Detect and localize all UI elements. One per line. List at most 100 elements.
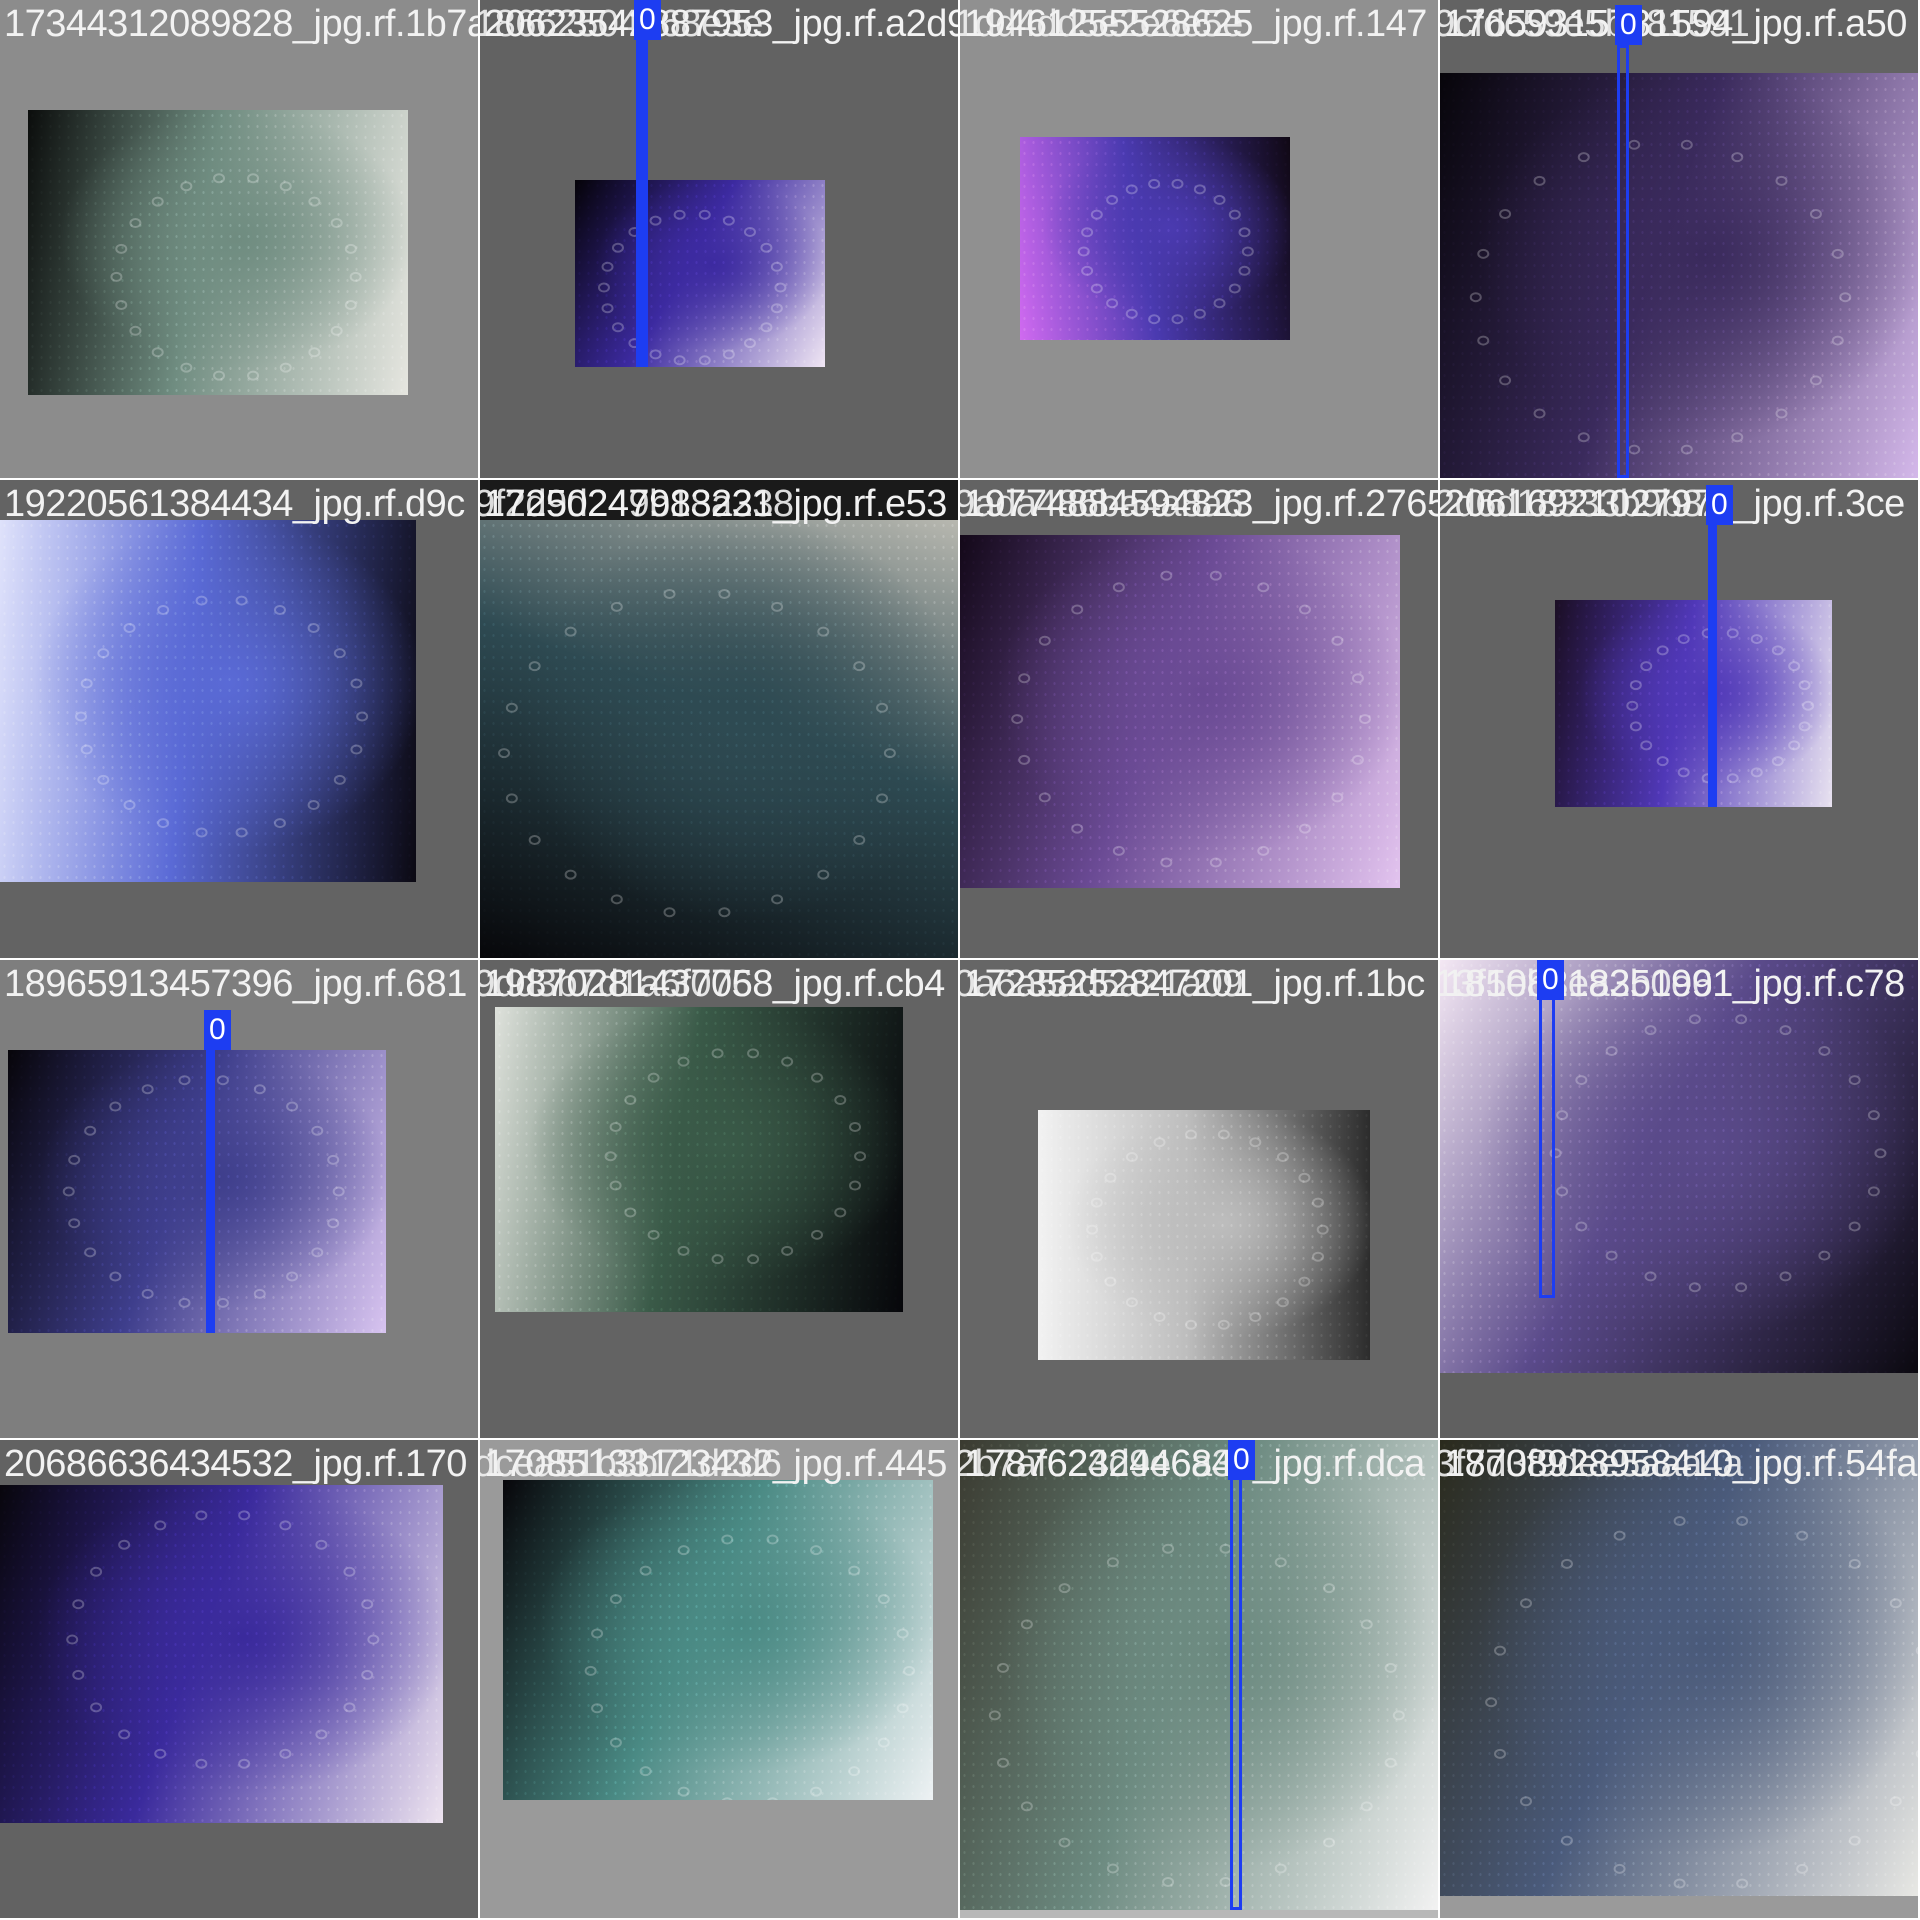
emboss-dot bbox=[279, 1748, 292, 1759]
emboss-dot bbox=[1351, 754, 1364, 765]
emboss-dot bbox=[1469, 292, 1482, 303]
emboss-dot bbox=[1106, 1863, 1119, 1874]
emboss-dot bbox=[1680, 444, 1693, 455]
emboss-dot bbox=[528, 661, 541, 672]
emboss-dot bbox=[1656, 756, 1669, 767]
emboss-dot bbox=[1533, 175, 1546, 186]
emboss-dot bbox=[1228, 283, 1241, 294]
emboss-dot bbox=[1735, 1282, 1748, 1293]
emboss-dot bbox=[663, 907, 676, 918]
photo-grain bbox=[1038, 1110, 1370, 1360]
emboss-dot bbox=[279, 181, 292, 192]
emboss-dot bbox=[1802, 700, 1815, 711]
emboss-dot bbox=[97, 774, 110, 785]
emboss-dot bbox=[1688, 1282, 1701, 1293]
emboss-dot bbox=[1629, 721, 1642, 732]
emboss-dot bbox=[109, 1101, 122, 1112]
emboss-dot bbox=[1577, 152, 1590, 163]
emboss-dot bbox=[315, 1539, 328, 1550]
emboss-dot bbox=[1798, 680, 1811, 691]
emboss-dot bbox=[854, 1151, 867, 1162]
emboss-dot bbox=[1171, 178, 1184, 189]
emboss-dot bbox=[698, 355, 711, 366]
emboss-dot bbox=[1213, 298, 1226, 309]
emboss-dot bbox=[90, 1566, 103, 1577]
emboss-dot bbox=[1274, 1557, 1287, 1568]
emboss-dot bbox=[1112, 582, 1125, 593]
tile-photo bbox=[0, 520, 416, 882]
mosaic-tile: 9cfdc59e5b581591 17659315781594_jpg.rf.a5… bbox=[1440, 0, 1918, 478]
mosaic-tile: 0a6a5ad5a21a09 17235252847201_jpg.rf.1bc bbox=[960, 960, 1438, 1438]
emboss-dot bbox=[1788, 740, 1801, 751]
emboss-dot bbox=[896, 1628, 909, 1639]
detection-class-label: 0 bbox=[1537, 960, 1564, 1000]
emboss-dot bbox=[1736, 1878, 1749, 1889]
emboss-dot bbox=[770, 303, 783, 314]
emboss-dot bbox=[834, 1207, 847, 1218]
emboss-dot bbox=[1726, 773, 1739, 784]
emboss-dot bbox=[1323, 1837, 1336, 1848]
emboss-dot bbox=[1477, 248, 1490, 259]
tile-filename: 19220561384434_jpg.rf.d9c bbox=[4, 483, 465, 525]
emboss-pattern bbox=[110, 173, 362, 381]
emboss-dot bbox=[722, 215, 735, 226]
emboss-dot bbox=[157, 604, 170, 615]
emboss-dot bbox=[1848, 1075, 1861, 1086]
emboss-dot bbox=[721, 1534, 734, 1545]
emboss-dot bbox=[1058, 1583, 1071, 1594]
emboss-dot bbox=[1241, 246, 1254, 257]
emboss-dot bbox=[1249, 1137, 1262, 1148]
photo-grain bbox=[8, 1050, 386, 1333]
mosaic-tile: 9f2d9d249b18a238 17250247983231_jpg.rf.e5… bbox=[480, 480, 958, 958]
emboss-dot bbox=[604, 1151, 617, 1162]
emboss-dot bbox=[238, 1758, 251, 1769]
emboss-dot bbox=[1736, 1515, 1749, 1526]
detection-class-label: 0 bbox=[1615, 5, 1642, 45]
emboss-dot bbox=[213, 370, 226, 381]
emboss-dot bbox=[1818, 1250, 1831, 1261]
emboss-dot bbox=[1731, 152, 1744, 163]
emboss-dot bbox=[1831, 335, 1844, 346]
emboss-dot bbox=[1077, 246, 1090, 257]
emboss-dot bbox=[1915, 1646, 1918, 1655]
emboss-dot bbox=[849, 1180, 862, 1191]
photo-grain bbox=[1440, 960, 1918, 1373]
emboss-dot bbox=[1677, 634, 1690, 645]
tile-filename: 17344312089828_jpg.rf.1b7a bbox=[4, 3, 478, 45]
emboss-dot bbox=[115, 299, 128, 310]
tile-filename: 20616921027973_jpg.rf.3ce bbox=[1444, 483, 1905, 525]
emboss-dot bbox=[90, 1702, 103, 1713]
emboss-dot bbox=[247, 370, 260, 381]
emboss-dot bbox=[1809, 375, 1822, 386]
emboss-dot bbox=[279, 362, 292, 373]
tile-filename: 19870281437058_jpg.rf.cb4 bbox=[484, 963, 945, 1005]
emboss-dot bbox=[154, 1520, 167, 1531]
mosaic-tile: 2d6d18333b9b82 20616921027973_jpg.rf.3ce 0 bbox=[1440, 480, 1918, 958]
emboss-dot bbox=[1276, 1297, 1289, 1308]
emboss-dot bbox=[1323, 1583, 1336, 1594]
emboss-dot bbox=[1735, 1014, 1748, 1025]
emboss-dot bbox=[141, 1084, 154, 1095]
tile-photo bbox=[960, 1440, 1438, 1910]
emboss-dot bbox=[1038, 635, 1051, 646]
emboss-dot bbox=[80, 678, 93, 689]
emboss-dot bbox=[1656, 645, 1669, 656]
emboss-dot bbox=[327, 1154, 340, 1165]
emboss-dot bbox=[1274, 1863, 1287, 1874]
emboss-dot bbox=[123, 622, 136, 633]
emboss-dot bbox=[157, 818, 170, 829]
tile-photo bbox=[1440, 73, 1918, 478]
mosaic-tile: 18662504268e3e 20623542887953_jpg.rf.a2d9… bbox=[480, 0, 958, 478]
emboss-dot bbox=[609, 1594, 622, 1605]
emboss-dot bbox=[649, 215, 662, 226]
mosaic-tile: dcea51b3b71d2d6 17085133123432_jpg.rf.445 bbox=[480, 1440, 958, 1918]
emboss-dot bbox=[315, 1729, 328, 1740]
tile-photo bbox=[28, 110, 408, 395]
emboss-dot bbox=[1112, 845, 1125, 856]
emboss-dot bbox=[1867, 1110, 1880, 1121]
emboss-dot bbox=[649, 349, 662, 360]
emboss-dot bbox=[1298, 604, 1311, 615]
emboss-dot bbox=[1071, 823, 1084, 834]
detection-box bbox=[636, 40, 648, 367]
emboss-dot bbox=[1628, 444, 1641, 455]
